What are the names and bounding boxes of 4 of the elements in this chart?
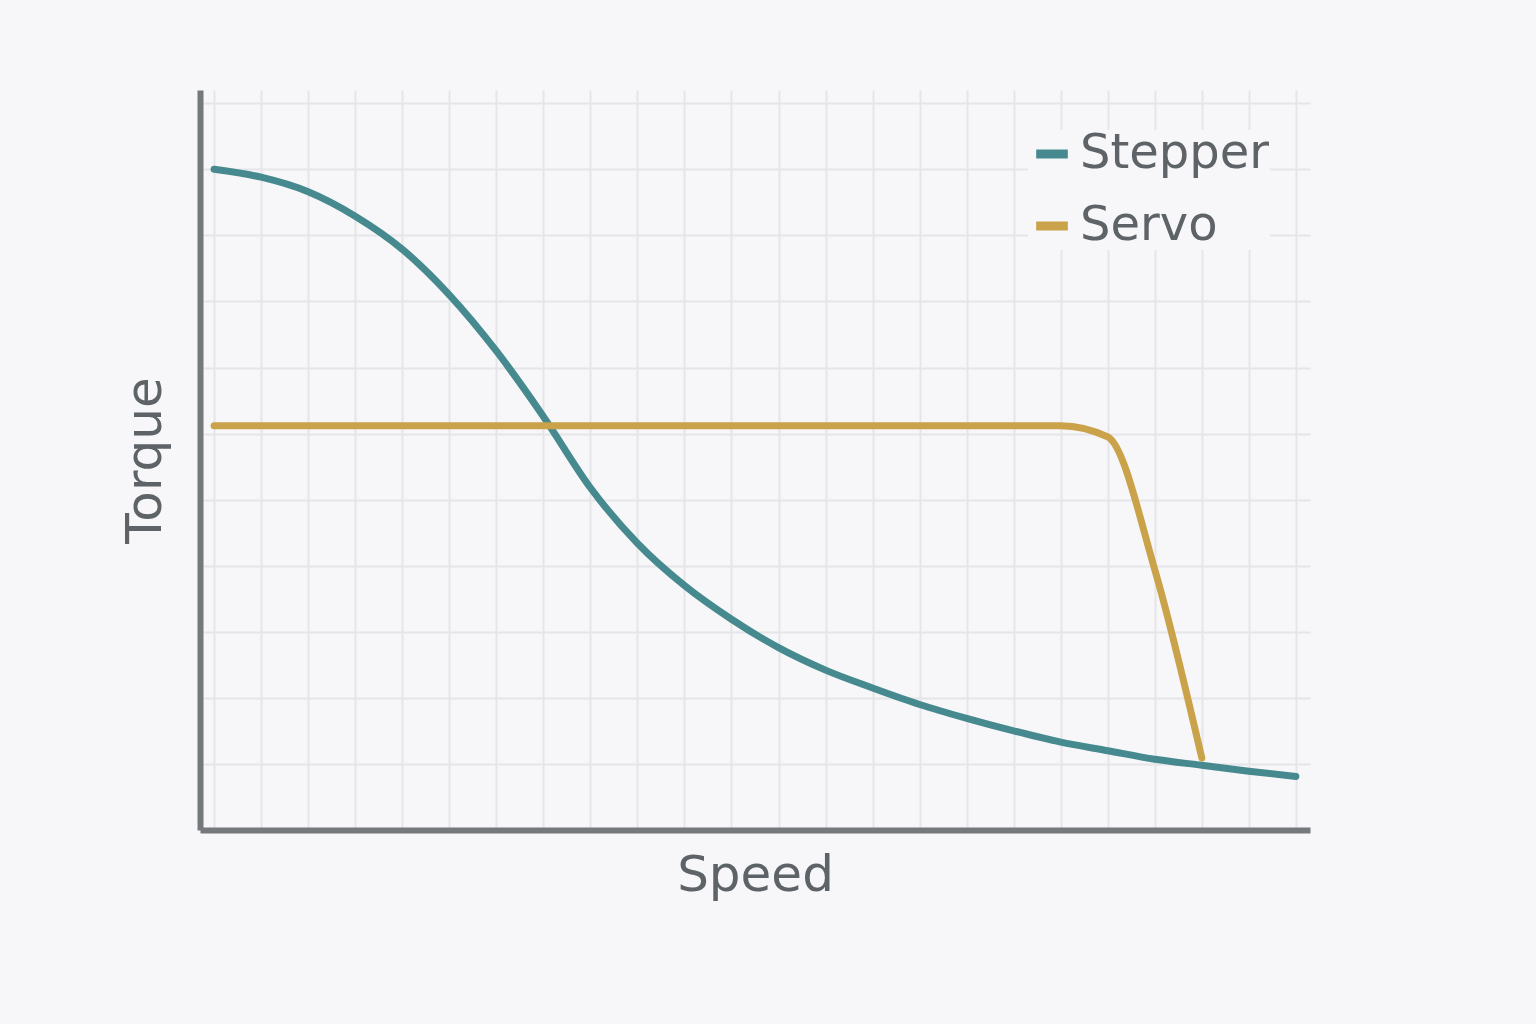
- y-axis-title: Torque: [114, 377, 173, 545]
- legend-label: Stepper: [1080, 123, 1270, 179]
- x-axis-title: Speed: [677, 844, 834, 903]
- legend-label: Servo: [1080, 195, 1218, 251]
